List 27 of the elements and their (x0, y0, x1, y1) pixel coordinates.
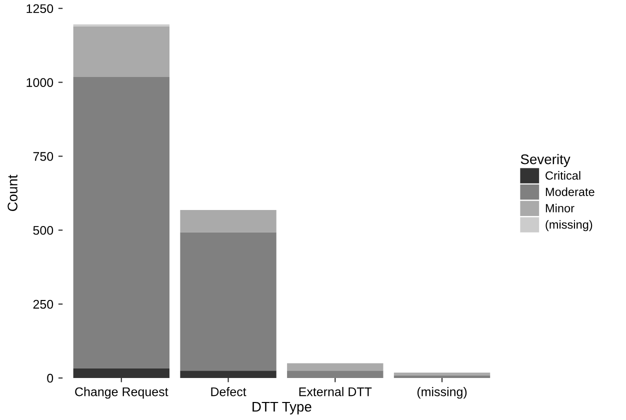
bar (180, 232, 276, 371)
bar (394, 372, 490, 376)
bar (287, 363, 384, 371)
legend-label: Critical (546, 171, 580, 180)
x-tick-label: (missing) (417, 387, 467, 399)
y-tick-label: 500 (33, 226, 54, 235)
x-axis-title: DTT Type (252, 402, 312, 414)
y-axis-title: Count (8, 174, 18, 212)
x-tick-label: External DTT (299, 387, 372, 396)
bar (73, 26, 170, 77)
y-tick-label: 750 (33, 152, 54, 161)
bar (394, 375, 490, 378)
x-tick-label: Defect (211, 387, 246, 396)
legend-label: Minor (546, 204, 574, 212)
legend-label: Moderate (546, 187, 594, 196)
y-tick-label: 0 (47, 374, 54, 383)
y-tick-label: 1000 (26, 78, 54, 87)
x-tick-label: Change Request (75, 387, 168, 399)
bar (73, 77, 170, 369)
legend-label: (missing) (546, 220, 592, 232)
bar (287, 370, 384, 378)
legend-title: Severity (520, 154, 570, 167)
bar (73, 368, 170, 378)
y-tick-label: 250 (33, 300, 54, 309)
y-tick-label: 1250 (26, 4, 54, 14)
bar (180, 210, 276, 232)
bar (180, 370, 276, 378)
